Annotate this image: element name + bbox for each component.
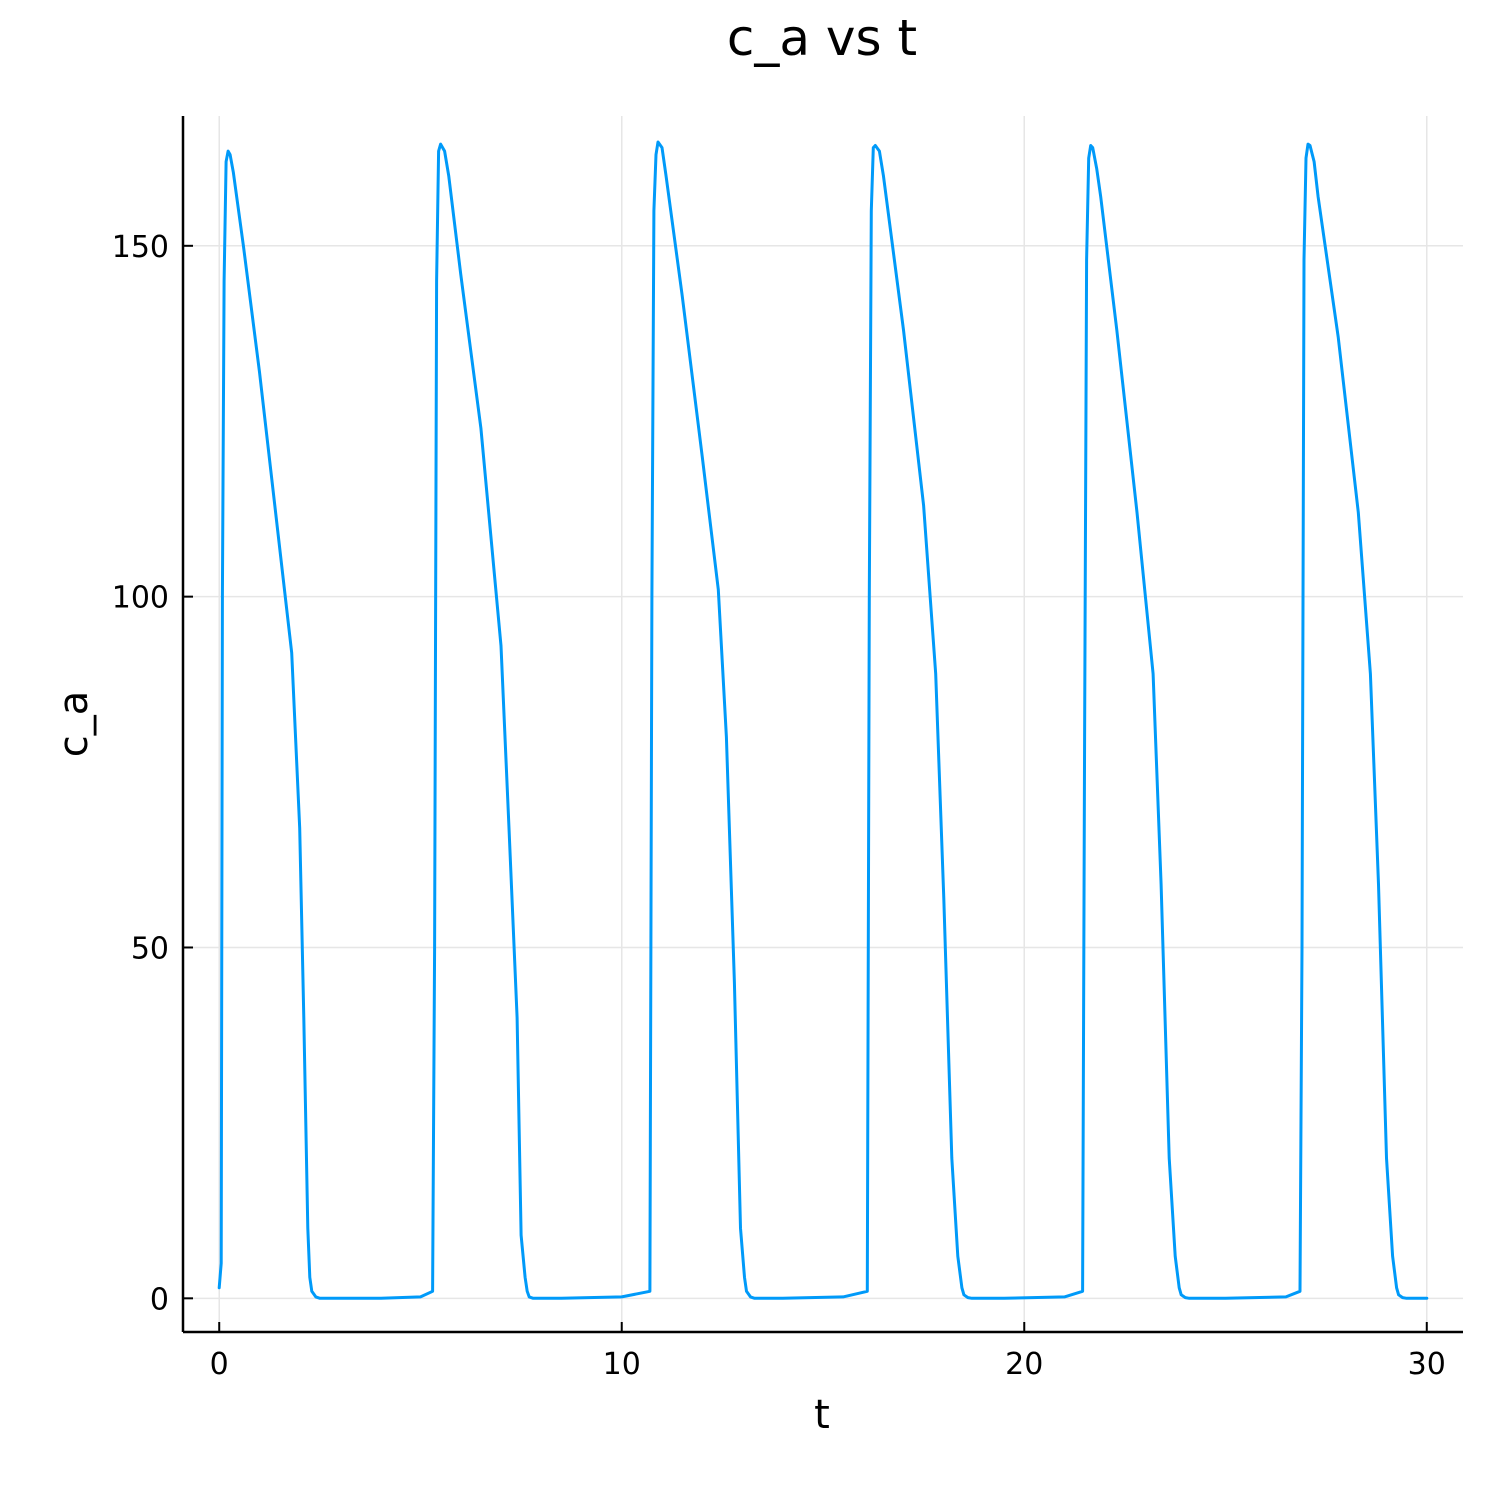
x-axis-label: t <box>814 1392 830 1438</box>
x-tick-label-1: 10 <box>603 1347 641 1382</box>
series-line-0 <box>217 140 1429 1300</box>
x-tick-label-3: 30 <box>1408 1347 1446 1382</box>
x-tick-label-2: 20 <box>1005 1347 1043 1382</box>
series-layer <box>217 140 1429 1300</box>
x-tick-label-0: 0 <box>210 1347 229 1382</box>
axes <box>181 116 1463 1334</box>
chart-title: c_a vs t <box>727 9 917 67</box>
y-tick-label-1: 50 <box>131 931 169 966</box>
grid-lines <box>183 116 1463 1332</box>
y-tick-label-3: 150 <box>112 230 169 265</box>
y-tick-label-2: 100 <box>112 581 169 616</box>
ticks: 0 10 20 30 0 50 100 150 <box>112 230 1446 1382</box>
y-axis-label: c_a <box>51 691 97 758</box>
y-tick-label-0: 0 <box>150 1282 169 1317</box>
